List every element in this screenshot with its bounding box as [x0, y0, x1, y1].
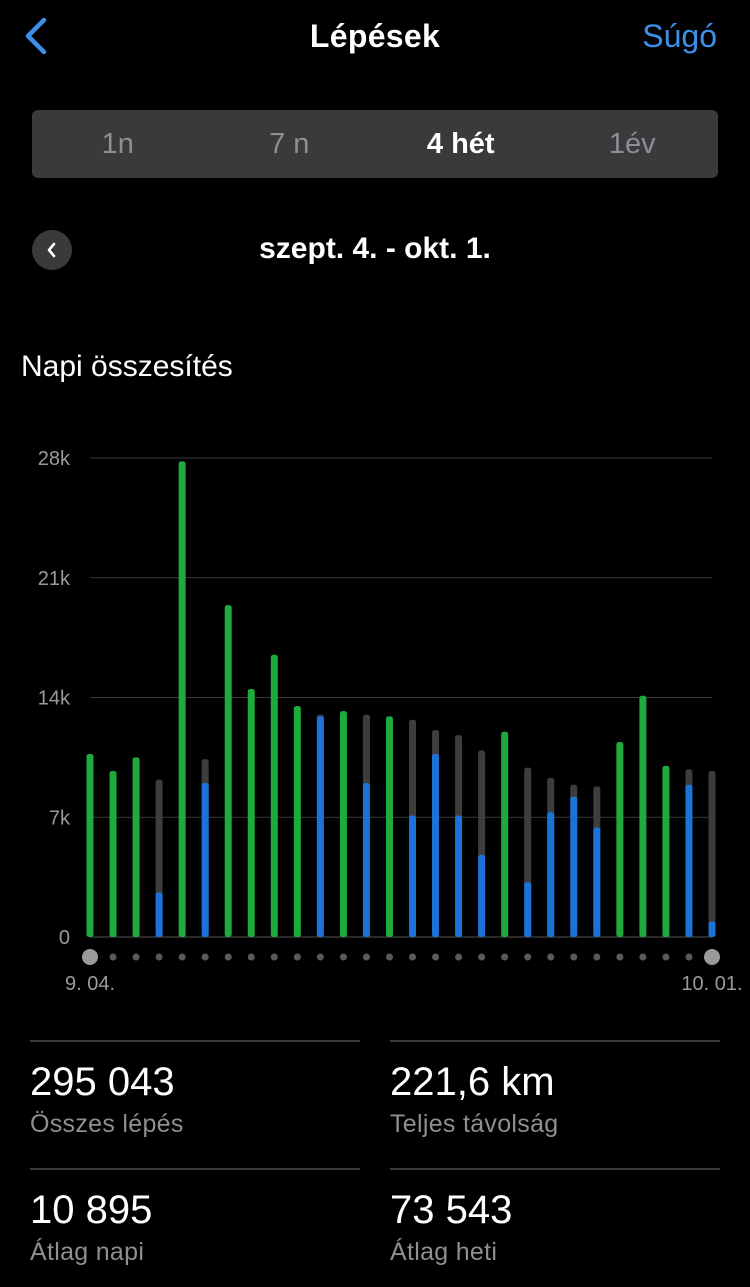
bar-steps — [570, 796, 578, 937]
range-handle — [704, 949, 720, 965]
day-dot — [224, 953, 232, 961]
day-dot — [662, 953, 670, 961]
bar-steps — [478, 854, 486, 937]
day-dot — [570, 953, 578, 961]
day-dot — [362, 953, 370, 961]
back-button[interactable] — [22, 14, 62, 58]
chevron-left-icon — [47, 242, 56, 258]
stat-total-distance: 221,6 km Teljes távolság — [390, 1040, 720, 1139]
bar-goal-met — [385, 716, 393, 937]
day-dot — [616, 953, 624, 961]
help-link[interactable]: Súgó — [642, 18, 717, 54]
segment-1-day[interactable]: 1n — [101, 127, 134, 160]
stat-value: 295 043 — [30, 1060, 175, 1104]
bar-goal-met — [293, 706, 301, 937]
bar-steps — [708, 921, 716, 937]
divider — [390, 1168, 720, 1170]
bar-steps — [316, 716, 324, 937]
y-tick-label: 0 — [59, 927, 70, 949]
divider — [390, 1040, 720, 1042]
page-title: Lépések — [309, 18, 441, 54]
segment-7-days[interactable]: 7 n — [269, 127, 310, 160]
day-dot — [385, 953, 393, 961]
stat-label: Átlag napi — [30, 1238, 145, 1266]
stat-daily-average: 10 895 Átlag napi — [30, 1168, 360, 1267]
day-dot — [478, 953, 486, 961]
stat-value: 221,6 km — [390, 1060, 555, 1104]
divider — [30, 1040, 360, 1042]
day-dot — [593, 953, 601, 961]
divider — [30, 1168, 360, 1170]
day-dot — [432, 953, 440, 961]
section-title: Napi összesítés — [21, 350, 233, 383]
bar-steps — [362, 783, 370, 937]
stat-total-steps: 295 043 Összes lépés — [30, 1040, 360, 1139]
bar-steps — [547, 812, 555, 937]
day-dot — [132, 953, 140, 961]
bar-steps — [685, 784, 693, 937]
day-dot — [293, 953, 301, 961]
steps-bar-chart: 0 7k 14k 21k 28k 9. 04. 10. 01. — [38, 448, 743, 995]
stat-label: Átlag heti — [390, 1238, 498, 1266]
x-start-label: 9. 04. — [65, 973, 115, 995]
stat-label: Összes lépés — [30, 1110, 184, 1138]
bar-goal-met — [270, 654, 278, 937]
bar-goal-met — [662, 765, 670, 937]
bar-goal-met — [501, 731, 509, 937]
stat-weekly-average: 73 543 Átlag heti — [390, 1168, 720, 1267]
day-dot — [547, 953, 555, 961]
bar-goal — [708, 771, 716, 937]
day-dot — [316, 953, 324, 961]
day-dot — [639, 953, 647, 961]
bar-steps — [155, 892, 163, 937]
day-dot — [201, 953, 209, 961]
bar-steps — [524, 882, 532, 937]
stat-value: 73 543 — [390, 1188, 513, 1232]
day-dot — [109, 953, 117, 961]
x-end-label: 10. 01. — [681, 973, 742, 995]
bar-goal-met — [178, 461, 186, 937]
day-dot — [247, 953, 255, 961]
y-tick-label: 14k — [38, 688, 71, 710]
bar-goal-met — [132, 757, 140, 937]
segment-4-weeks[interactable]: 4 hét — [426, 127, 495, 160]
stat-label: Teljes távolság — [390, 1110, 559, 1138]
y-tick-label: 21k — [38, 568, 71, 590]
day-dot — [501, 953, 509, 961]
steps-chart: 0 7k 14k 21k 28k 9. 04. 10. 01. — [0, 440, 750, 1000]
y-tick-label: 28k — [38, 448, 71, 470]
chevron-left-icon — [25, 17, 47, 55]
bar-steps — [201, 783, 209, 937]
previous-range-button[interactable] — [32, 230, 72, 270]
bar-steps — [593, 827, 601, 937]
range-handle — [82, 949, 98, 965]
bar-goal-met — [109, 771, 117, 937]
segment-1-year[interactable]: 1év — [608, 127, 656, 160]
bar-goal-met — [339, 711, 347, 937]
bar-steps — [409, 815, 417, 937]
stat-value: 10 895 — [30, 1188, 153, 1232]
day-dot — [409, 953, 417, 961]
nav-bar: Lépések Súgó — [0, 0, 750, 80]
bar-goal-met — [616, 741, 624, 937]
day-dot — [685, 953, 693, 961]
y-tick-label: 7k — [49, 807, 71, 829]
period-segmented-control: 1n 7 n 4 hét 1év — [32, 110, 718, 178]
bar-goal-met — [639, 695, 647, 937]
day-dot — [339, 953, 347, 961]
day-dot — [455, 953, 463, 961]
bar-goal-met — [86, 753, 94, 937]
day-dot — [270, 953, 278, 961]
bar-steps — [432, 753, 440, 937]
bar-goal-met — [224, 605, 232, 937]
day-dot — [178, 953, 186, 961]
bar-steps — [455, 815, 463, 937]
bar-goal-met — [247, 688, 255, 937]
day-dot — [155, 953, 163, 961]
day-dot — [524, 953, 532, 961]
date-range-label: szept. 4. - okt. 1. — [259, 232, 491, 265]
